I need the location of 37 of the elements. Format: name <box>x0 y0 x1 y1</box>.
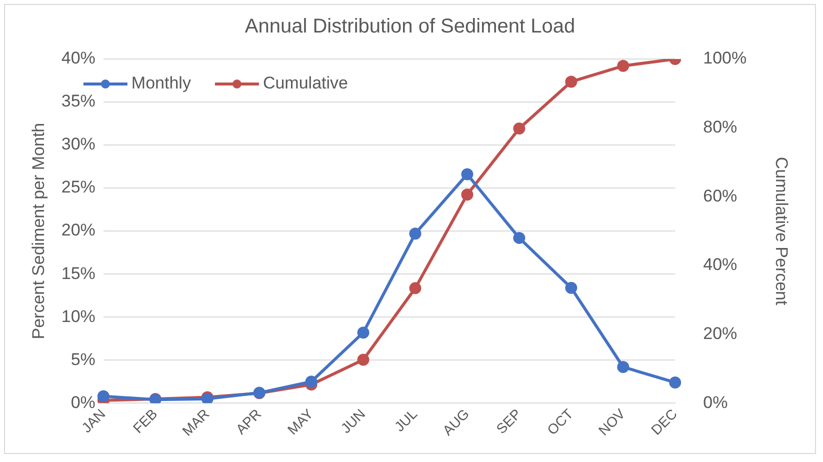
y-tick-label: 10% <box>61 306 96 326</box>
y2-tick-label: 0% <box>703 392 728 412</box>
point <box>565 76 578 88</box>
point <box>513 122 526 135</box>
y2-tick-label: 100% <box>703 48 747 68</box>
point <box>513 232 526 244</box>
y-axis-title: Percent Sediment per Month <box>28 122 48 340</box>
y-tick-label: 35% <box>61 92 96 111</box>
y-tick-label: 15% <box>61 264 96 283</box>
x-tick-label: SEP <box>492 406 524 437</box>
chart-title: Annual Distribution of Sediment Load <box>244 16 576 38</box>
point <box>617 360 630 373</box>
point <box>669 376 682 388</box>
point <box>461 168 474 180</box>
y2-axis-title: Cumulative Percent <box>772 156 792 306</box>
y-tick-label: 5% <box>70 350 96 369</box>
point <box>617 60 630 72</box>
point <box>305 376 318 388</box>
y-tick-label: 0% <box>70 392 96 412</box>
point <box>461 188 474 201</box>
y-tick-label: 25% <box>61 178 96 197</box>
y-tick-label: 40% <box>61 48 96 68</box>
y2-tick-label: 60% <box>703 186 738 206</box>
point <box>97 390 110 402</box>
point <box>409 282 422 294</box>
point <box>357 326 370 339</box>
y-tick-label: 20% <box>61 220 96 240</box>
legend-label: Monthly <box>131 74 192 93</box>
legend-label: Cumulative <box>262 74 348 93</box>
x-tick-label: JUL <box>391 405 420 435</box>
y-tick-label: 30% <box>61 134 96 154</box>
y2-tick-label: 20% <box>703 324 738 343</box>
point <box>357 354 370 366</box>
point <box>409 228 422 240</box>
y2-tick-label: 80% <box>703 118 738 137</box>
y2-tick-label: 40% <box>703 255 738 274</box>
point <box>565 282 578 294</box>
